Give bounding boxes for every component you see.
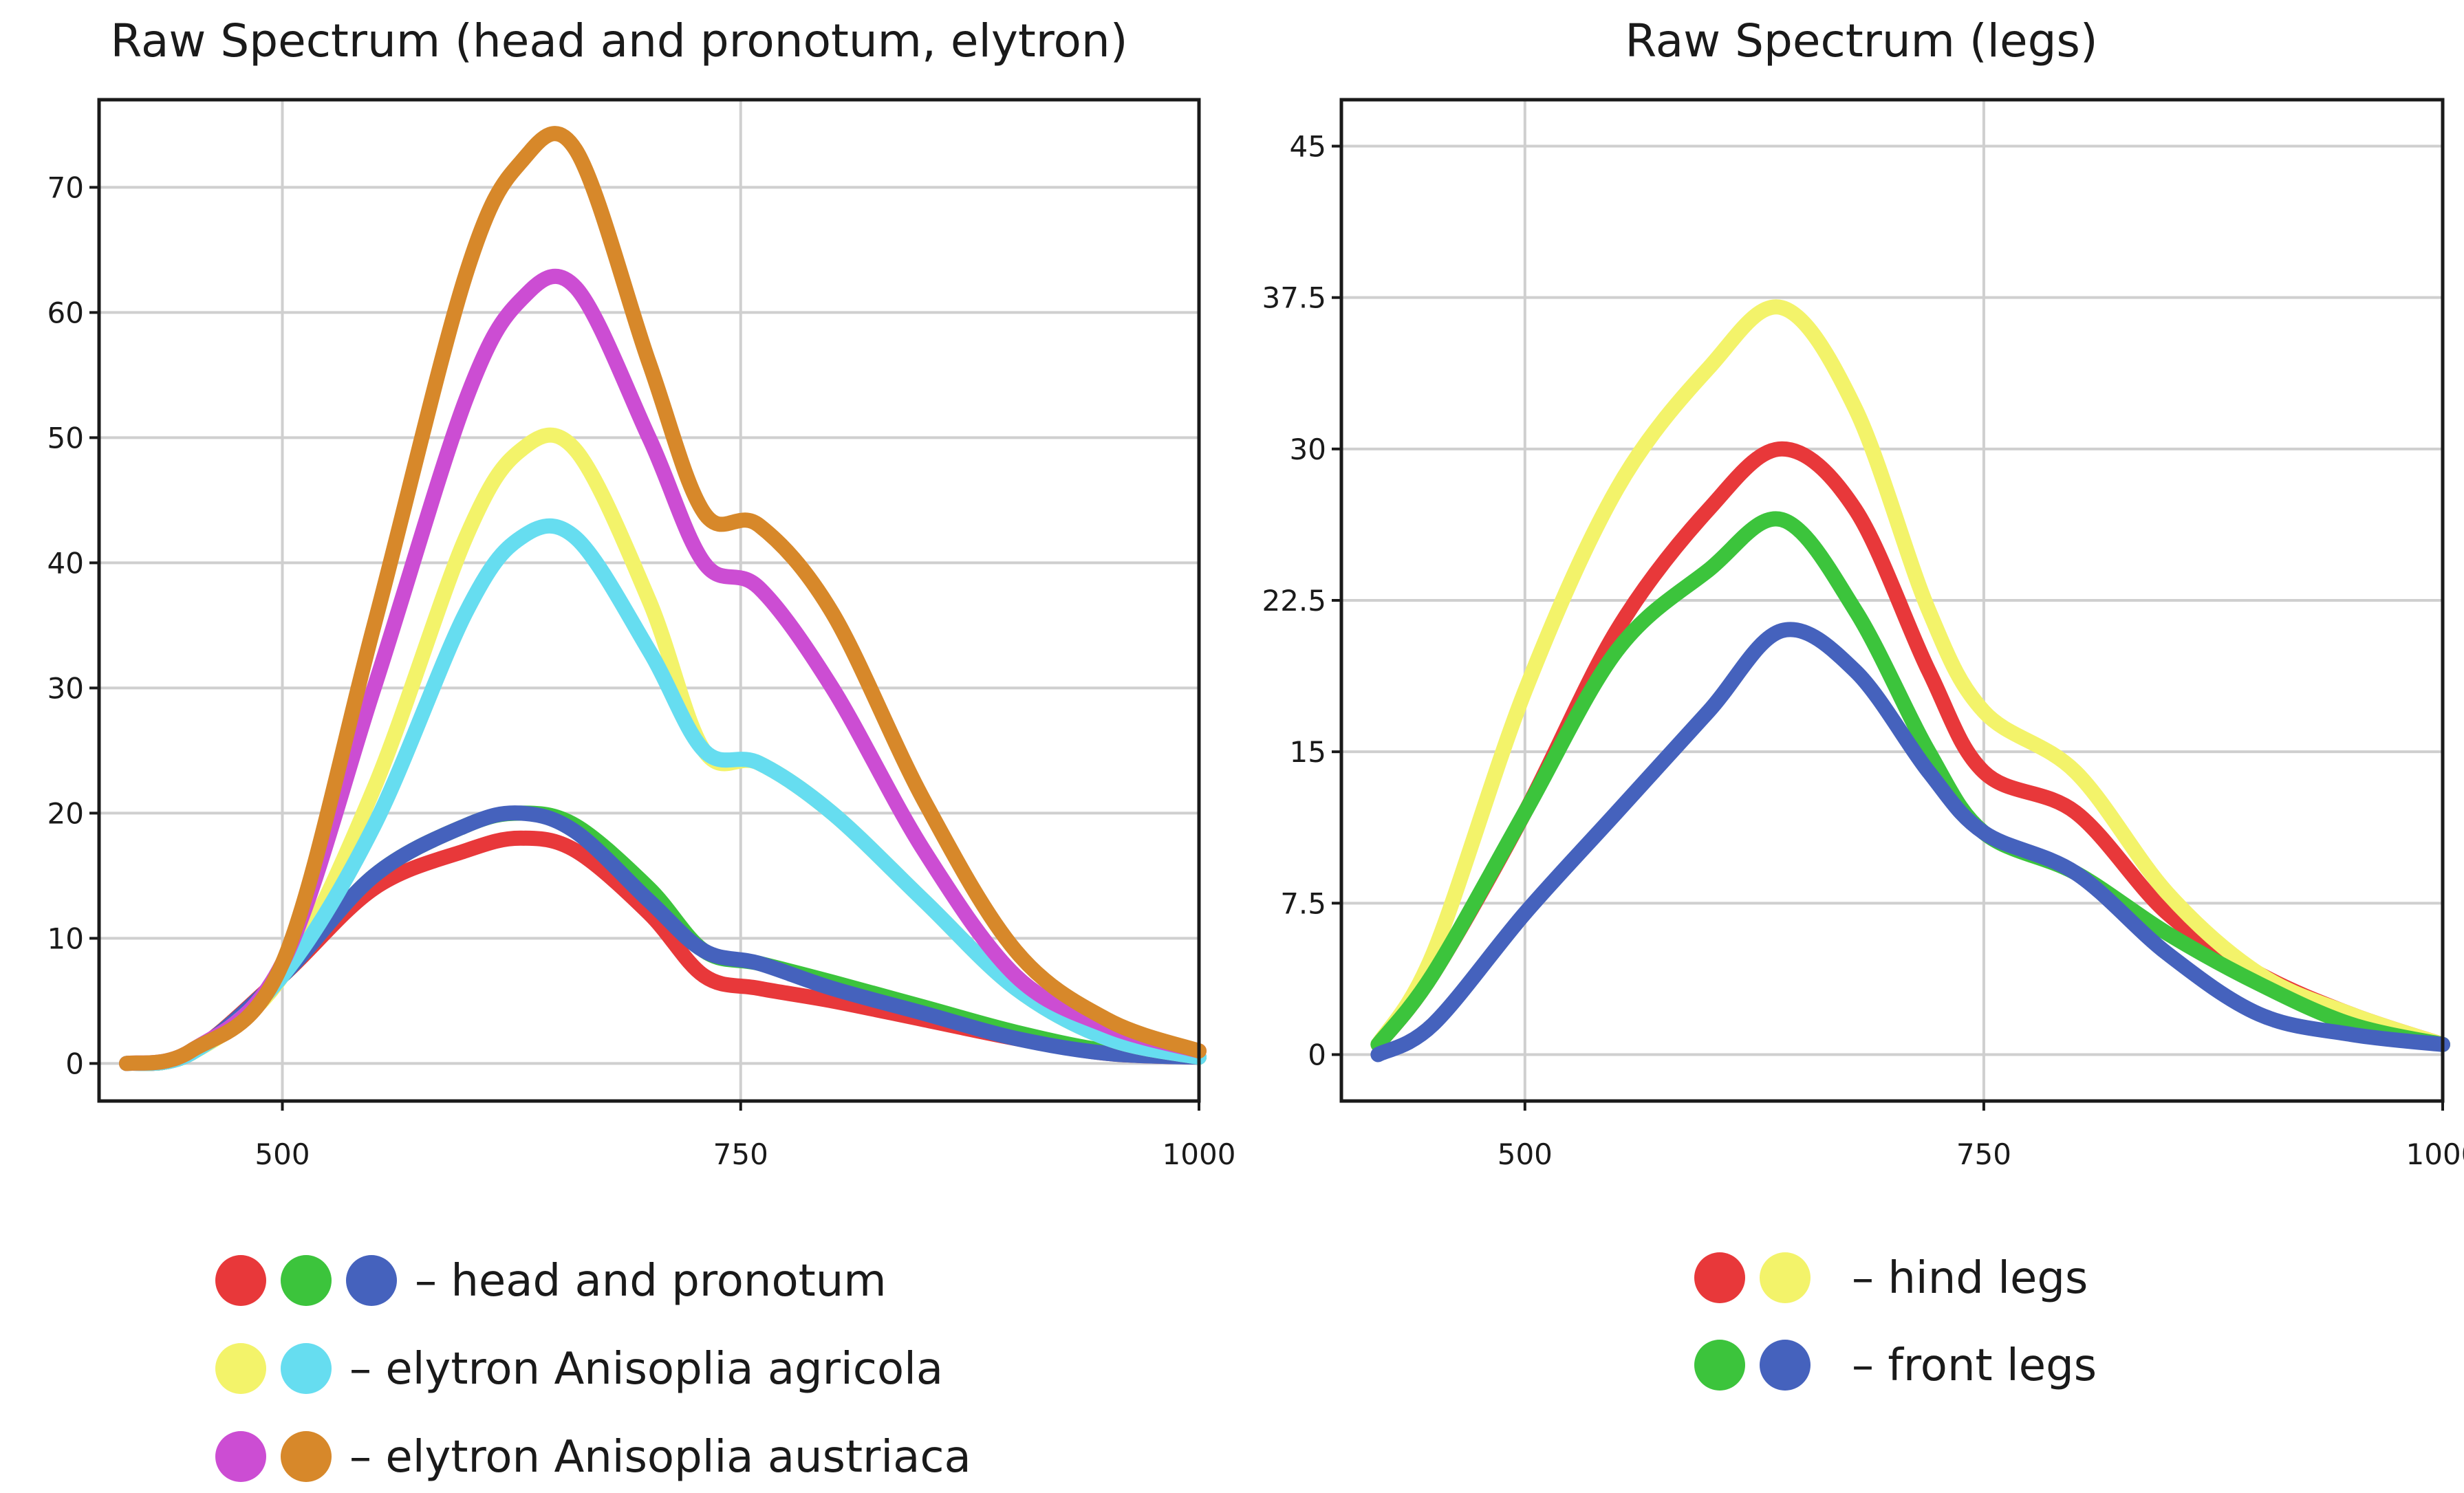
y-tick-label: 15 (1290, 735, 1326, 769)
series-line-1 (1370, 299, 2450, 1052)
legend-entry: – front legs (1694, 1340, 2097, 1391)
legend-swatch (281, 1255, 332, 1306)
x-tick-label: 1000 (2406, 1137, 2464, 1171)
y-tick-label: 22.5 (1262, 584, 1326, 618)
y-tick-label: 50 (47, 421, 84, 455)
x-tick-label: 500 (1498, 1137, 1553, 1171)
legend-label: – head and pronotum (415, 1256, 887, 1307)
legend-label: – hind legs (1852, 1253, 2088, 1304)
legend-swatch (215, 1343, 266, 1394)
plot-frame (97, 98, 1201, 1103)
y-axis: 0 7.5 15 22.5 30 37.5 45 (1262, 130, 1341, 1071)
legend-entry: – elytron Anisoplia austriaca (215, 1431, 971, 1483)
x-axis: 500 750 1000 (1498, 1101, 2464, 1171)
y-tick-label: 30 (47, 671, 84, 705)
y-tick-label: 0 (65, 1047, 84, 1080)
x-tick-label: 750 (1956, 1137, 2011, 1171)
chart-head-elytron: Raw Spectrum (head and pronotum, elytron… (47, 14, 1236, 1171)
legend-label: – front legs (1852, 1340, 2097, 1391)
series-line-2 (1370, 511, 2450, 1052)
legend-swatch (215, 1255, 266, 1306)
y-tick-label: 30 (1290, 433, 1326, 466)
chart-legs: Raw Spectrum (legs) 0 7.5 15 22.5 30 37.5 45 5… (1262, 14, 2464, 1171)
chart-title: Raw Spectrum (legs) (1625, 14, 2097, 67)
series-line-3 (1370, 622, 2450, 1062)
legend-entry: – head and pronotum (215, 1255, 887, 1307)
grid (1341, 100, 2444, 1101)
y-tick-label: 0 (1308, 1038, 1326, 1071)
chart-title: Raw Spectrum (head and pronotum, elytron… (111, 14, 1128, 67)
series-line-4 (119, 518, 1207, 1071)
series-group (119, 126, 1207, 1071)
legend-swatch (1694, 1340, 1745, 1391)
legend-swatch (281, 1343, 332, 1394)
legend-swatch (215, 1431, 266, 1482)
x-axis: 500 750 1000 (255, 1101, 1235, 1171)
legend-entry: – hind legs (1694, 1252, 2088, 1304)
y-tick-label: 45 (1290, 130, 1326, 164)
legend-legs: – hind legs – front legs (1694, 1252, 2097, 1391)
legend-head-elytron: – head and pronotum – elytron Anisoplia a… (215, 1255, 971, 1483)
y-tick-label: 10 (47, 922, 84, 955)
y-tick-label: 37.5 (1262, 281, 1326, 315)
legend-swatch (281, 1431, 332, 1482)
y-tick-label: 70 (47, 171, 84, 204)
series-group (1370, 299, 2450, 1062)
x-tick-label: 1000 (1163, 1137, 1236, 1171)
legend-entry: – elytron Anisoplia agricola (215, 1343, 943, 1395)
legend-swatch (1694, 1252, 1745, 1303)
legend-swatch (1760, 1252, 1811, 1303)
y-tick-label: 20 (47, 796, 84, 830)
x-tick-label: 500 (255, 1137, 310, 1171)
series-line-6 (119, 126, 1207, 1071)
x-tick-label: 750 (713, 1137, 768, 1171)
legend-label: – elytron Anisoplia austriaca (349, 1432, 971, 1483)
legend-swatch (1760, 1340, 1811, 1391)
legend-swatch (346, 1255, 397, 1306)
y-tick-label: 7.5 (1280, 886, 1326, 920)
y-tick-label: 40 (47, 546, 84, 580)
legend-label: – elytron Anisoplia agricola (349, 1344, 943, 1395)
y-tick-label: 60 (47, 296, 84, 329)
y-axis: 0 10 20 30 40 50 60 70 (47, 171, 99, 1080)
